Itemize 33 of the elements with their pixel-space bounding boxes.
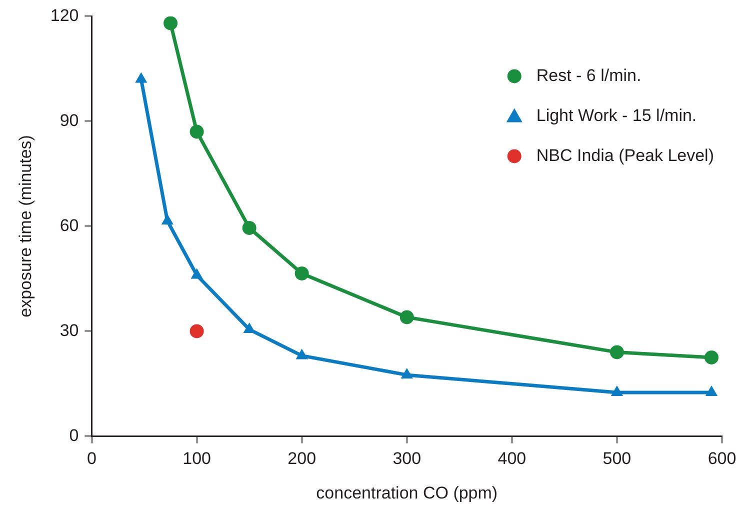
point — [400, 368, 413, 378]
x-tick-label: 400 — [498, 449, 526, 468]
y-tick-label: 60 — [60, 216, 79, 235]
y-tick-label: 120 — [50, 6, 79, 25]
x-tick-label: 200 — [288, 449, 316, 468]
point — [242, 220, 256, 235]
x-tick-label: 500 — [602, 449, 632, 468]
x-tick-label: 300 — [392, 449, 422, 468]
point — [610, 345, 624, 360]
point — [135, 72, 148, 83]
x-tick-label: 100 — [182, 449, 211, 468]
point — [705, 385, 718, 396]
point — [190, 268, 203, 279]
legend-label: NBC India (Peak Level) — [536, 146, 714, 165]
x-tick-label: 0 — [87, 449, 96, 468]
point — [704, 350, 718, 364]
point — [190, 324, 204, 338]
y-tick-label: 0 — [69, 426, 79, 445]
point — [164, 16, 178, 30]
y-axis-title: exposure time (minutes) — [16, 135, 35, 318]
point — [161, 214, 174, 224]
legend-label: Light Work - 15 l/min. — [536, 106, 697, 125]
x-axis-title: concentration CO (ppm) — [316, 483, 498, 502]
point — [296, 348, 308, 360]
point — [400, 310, 414, 324]
point — [190, 124, 204, 139]
point — [610, 385, 624, 396]
point — [294, 266, 309, 280]
y-tick-label: 90 — [60, 110, 79, 130]
point — [243, 322, 256, 333]
y-tick-label: 30 — [60, 320, 79, 340]
legend-label: Rest - 6 l/min. — [536, 66, 642, 85]
x-tick-label: 600 — [708, 449, 736, 468]
